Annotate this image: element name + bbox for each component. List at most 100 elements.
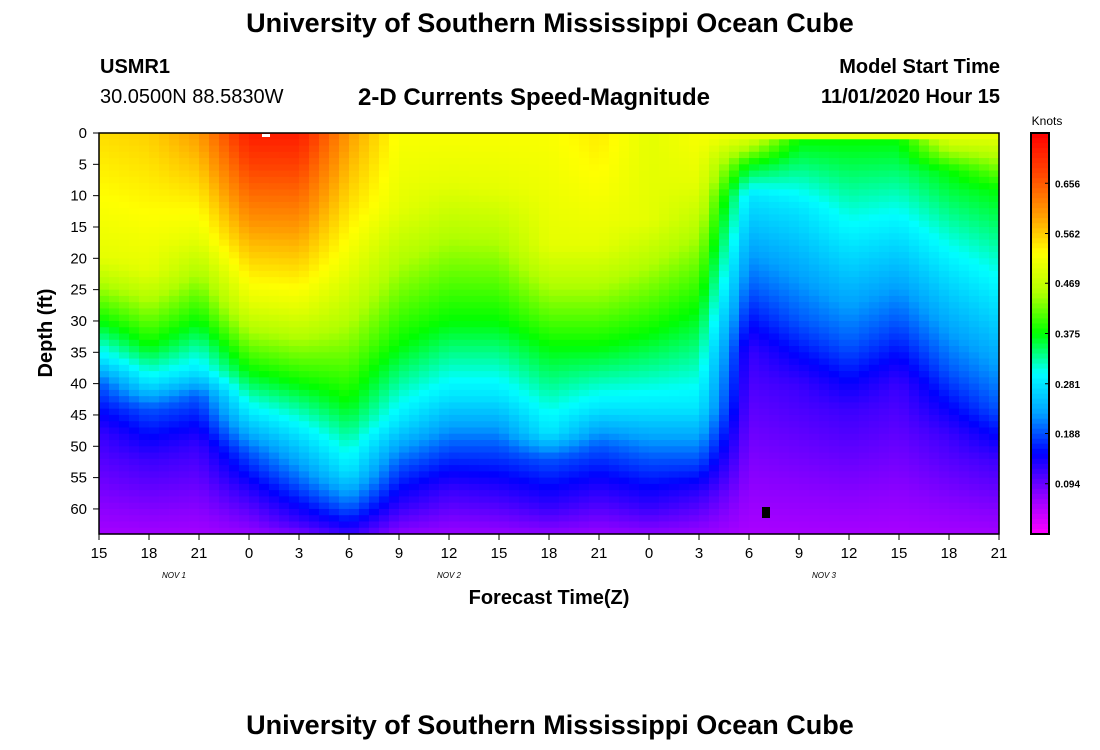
heatmap-cell	[799, 320, 810, 328]
heatmap-cell	[829, 421, 840, 429]
heatmap-cell	[439, 383, 450, 391]
heatmap-cell	[769, 515, 780, 523]
heatmap-cell	[829, 164, 840, 172]
heatmap-cell	[849, 133, 860, 140]
heatmap-cell	[229, 189, 240, 197]
heatmap-cell	[269, 396, 280, 404]
heatmap-cell	[429, 496, 440, 504]
heatmap-cell	[259, 252, 270, 259]
heatmap-cell	[269, 465, 280, 472]
heatmap-cell	[689, 302, 700, 310]
heatmap-cell	[669, 264, 680, 272]
heatmap-cell	[729, 371, 740, 378]
heatmap-cell	[649, 239, 660, 247]
heatmap-cell	[829, 458, 840, 466]
heatmap-cell	[349, 408, 360, 416]
heatmap-cell	[129, 195, 140, 203]
heatmap-cell	[369, 477, 380, 485]
heatmap-cell	[599, 239, 610, 247]
heatmap-cell	[749, 377, 760, 385]
heatmap-cell	[239, 383, 250, 391]
heatmap-cell	[829, 465, 840, 472]
heatmap-cell	[179, 346, 190, 353]
heatmap-cell	[209, 145, 220, 153]
heatmap-cell	[409, 133, 420, 140]
heatmap-cell	[239, 471, 250, 479]
heatmap-cell	[609, 515, 620, 523]
heatmap-cell	[719, 458, 730, 466]
heatmap-cell	[169, 352, 180, 360]
heatmap-cell	[869, 258, 880, 266]
heatmap-cell	[359, 358, 370, 366]
heatmap-cell	[769, 483, 780, 491]
heatmap-cell	[749, 402, 760, 410]
heatmap-cell	[699, 201, 710, 209]
heatmap-cell	[759, 183, 770, 190]
heatmap-cell	[319, 433, 330, 441]
heatmap-cell	[189, 277, 200, 284]
heatmap-cell	[309, 170, 320, 178]
heatmap-cell	[159, 371, 170, 378]
heatmap-cell	[489, 233, 500, 241]
heatmap-cell	[479, 314, 490, 322]
heatmap-cell	[859, 358, 870, 366]
heatmap-cell	[339, 289, 350, 297]
heatmap-cell	[129, 396, 140, 404]
heatmap-cell	[769, 233, 780, 241]
heatmap-cell	[609, 483, 620, 491]
heatmap-cell	[389, 496, 400, 504]
heatmap-cell	[729, 477, 740, 485]
heatmap-cell	[409, 145, 420, 153]
heatmap-cell	[449, 396, 460, 404]
heatmap-cell	[619, 358, 630, 366]
heatmap-cell	[289, 527, 300, 535]
heatmap-cell	[239, 239, 250, 247]
heatmap-cell	[499, 302, 510, 310]
heatmap-cell	[299, 208, 310, 216]
heatmap-cell	[289, 195, 300, 203]
heatmap-cell	[549, 339, 560, 347]
heatmap-cell	[379, 214, 390, 222]
heatmap-cell	[629, 320, 640, 328]
heatmap-cell	[459, 208, 470, 216]
heatmap-cell	[409, 364, 420, 372]
heatmap-cell	[599, 283, 610, 291]
heatmap-cell	[589, 208, 600, 216]
heatmap-cell	[649, 220, 660, 228]
heatmap-cell	[539, 295, 550, 303]
heatmap-cell	[539, 252, 550, 259]
heatmap-cell	[809, 151, 820, 159]
heatmap-cell	[539, 201, 550, 209]
heatmap-cell	[819, 458, 830, 466]
heatmap-cell	[779, 264, 790, 272]
heatmap-cell	[169, 440, 180, 447]
heatmap-cell	[409, 226, 420, 234]
heatmap-cell	[869, 264, 880, 272]
heatmap-cell	[749, 502, 760, 510]
heatmap-cell	[799, 490, 810, 498]
heatmap-cell	[689, 440, 700, 447]
heatmap-cell	[489, 264, 500, 272]
heatmap-cell	[359, 295, 370, 303]
heatmap-cell	[429, 377, 440, 385]
heatmap-cell	[219, 239, 230, 247]
heatmap-cell	[529, 183, 540, 190]
heatmap-cell	[779, 220, 790, 228]
heatmap-cell	[479, 483, 490, 491]
heatmap-cell	[719, 502, 730, 510]
heatmap-cell	[749, 295, 760, 303]
heatmap-cell	[699, 308, 710, 316]
heatmap-cell	[739, 446, 750, 454]
heatmap-cell	[139, 264, 150, 272]
heatmap-cell	[579, 214, 590, 222]
heatmap-cell	[359, 527, 370, 535]
heatmap-cell	[689, 515, 700, 523]
heatmap-cell	[799, 151, 810, 159]
heatmap-cell	[259, 377, 270, 385]
heatmap-cell	[449, 295, 460, 303]
heatmap-cell	[799, 308, 810, 316]
heatmap-cell	[519, 402, 530, 410]
heatmap-cell	[549, 308, 560, 316]
heatmap-cell	[389, 189, 400, 197]
heatmap-cell	[139, 508, 150, 516]
